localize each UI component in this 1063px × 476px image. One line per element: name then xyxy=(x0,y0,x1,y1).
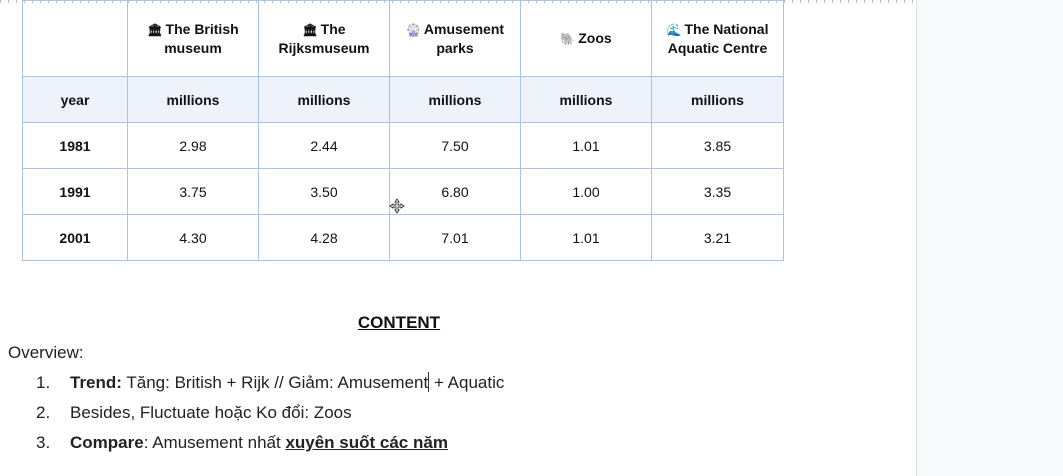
unit-cell[interactable]: millions xyxy=(127,76,259,123)
header-british-museum[interactable]: 🏛 The British museum xyxy=(127,0,259,77)
value-cell[interactable]: 2.98 xyxy=(127,122,259,169)
visitor-table: 🏛 The British museum 🏛 The Rijksmuseum 🎡 Am… xyxy=(22,0,784,261)
header-label: The British museum xyxy=(164,21,239,56)
value-cell[interactable]: 1.00 xyxy=(520,168,652,215)
year-label-cell[interactable]: year xyxy=(22,76,128,123)
header-label: The Rijksmuseum xyxy=(278,21,370,56)
overview-label: Overview: xyxy=(8,343,84,362)
value-cell[interactable]: 7.50 xyxy=(389,122,521,169)
besides-text: Besides, Fluctuate hoặc Ko đổi: Zoos xyxy=(70,403,352,422)
value-cell[interactable]: 1.01 xyxy=(520,214,652,261)
overview-list: 1. Trend: Tăng: British + Rijk // Giảm: A… xyxy=(36,371,504,461)
table-row: 1991 3.75 3.50 6.80 1.00 3.35 xyxy=(22,168,784,215)
year-cell[interactable]: 1981 xyxy=(22,122,128,169)
value-cell[interactable]: 3.75 xyxy=(127,168,259,215)
document-page: 🏛 The British museum 🏛 The Rijksmuseum 🎡 Am… xyxy=(0,0,916,461)
header-label: Amusement parks xyxy=(423,21,505,56)
value-cell[interactable]: 3.50 xyxy=(258,168,390,215)
value-cell[interactable]: 2.44 xyxy=(258,122,390,169)
list-item[interactable]: 2. Besides, Fluctuate hoặc Ko đổi: Zoos xyxy=(36,401,504,431)
unit-cell[interactable]: millions xyxy=(389,76,521,123)
list-number: 3. xyxy=(36,433,51,452)
table-row: 1981 2.98 2.44 7.50 1.01 3.85 xyxy=(22,122,784,169)
table-row: 2001 4.30 4.28 7.01 1.01 3.21 xyxy=(22,214,784,261)
header-label: Zoos xyxy=(578,30,612,46)
table-header-row: 🏛 The British museum 🏛 The Rijksmuseum 🎡 Am… xyxy=(22,0,784,77)
move-cursor-icon xyxy=(389,198,405,214)
museum-icon: 🏛 xyxy=(147,23,163,37)
text-caret xyxy=(428,372,430,392)
value-cell[interactable]: 3.21 xyxy=(651,214,784,261)
museum-icon: 🏛 xyxy=(302,23,318,37)
list-item[interactable]: 1. Trend: Tăng: British + Rijk // Giảm: A… xyxy=(36,371,504,401)
trend-label: Trend: xyxy=(70,373,122,392)
list-number: 2. xyxy=(36,403,51,422)
trend-text: Tăng: British + Rijk // Giảm: Amusement xyxy=(121,373,429,392)
header-amusement-parks[interactable]: 🎡 Amusement parks xyxy=(389,0,521,77)
header-aquatic-centre[interactable]: 🌊 The National Aquatic Centre xyxy=(651,0,784,77)
ferris-wheel-icon: 🎡 xyxy=(405,23,421,37)
value-cell[interactable]: 6.80 xyxy=(389,168,521,215)
compare-emphasis: xuyên suốt các năm xyxy=(285,433,448,452)
compare-text: : Amusement nhất xyxy=(143,433,286,452)
table-corner-cell[interactable] xyxy=(22,0,128,77)
header-zoos[interactable]: 🐘 Zoos xyxy=(520,0,652,77)
trend-text-tail: + Aquatic xyxy=(429,373,505,392)
table-units-row: year millions millions millions millions… xyxy=(22,76,784,123)
page-gutter xyxy=(916,0,1063,476)
unit-cell[interactable]: millions xyxy=(258,76,390,123)
compare-label: Compare xyxy=(70,433,144,452)
elephant-icon: 🐘 xyxy=(560,32,576,46)
unit-cell[interactable]: millions xyxy=(651,76,784,123)
year-cell[interactable]: 1991 xyxy=(22,168,128,215)
list-number: 1. xyxy=(36,373,51,392)
content-heading: CONTENT xyxy=(357,313,441,332)
value-cell[interactable]: 1.01 xyxy=(520,122,652,169)
value-cell[interactable]: 7.01 xyxy=(389,214,521,261)
value-cell[interactable]: 4.28 xyxy=(258,214,390,261)
value-cell[interactable]: 3.85 xyxy=(651,122,784,169)
header-rijksmuseum[interactable]: 🏛 The Rijksmuseum xyxy=(258,0,390,77)
unit-cell[interactable]: millions xyxy=(520,76,652,123)
header-label: The National Aquatic Centre xyxy=(667,21,769,56)
list-item[interactable]: 3. Compare: Amusement nhất xuyên suốt các… xyxy=(36,431,504,461)
value-cell[interactable]: 3.35 xyxy=(651,168,784,215)
value-cell[interactable]: 4.30 xyxy=(127,214,259,261)
wave-icon: 🌊 xyxy=(666,23,682,37)
year-cell[interactable]: 2001 xyxy=(22,214,128,261)
